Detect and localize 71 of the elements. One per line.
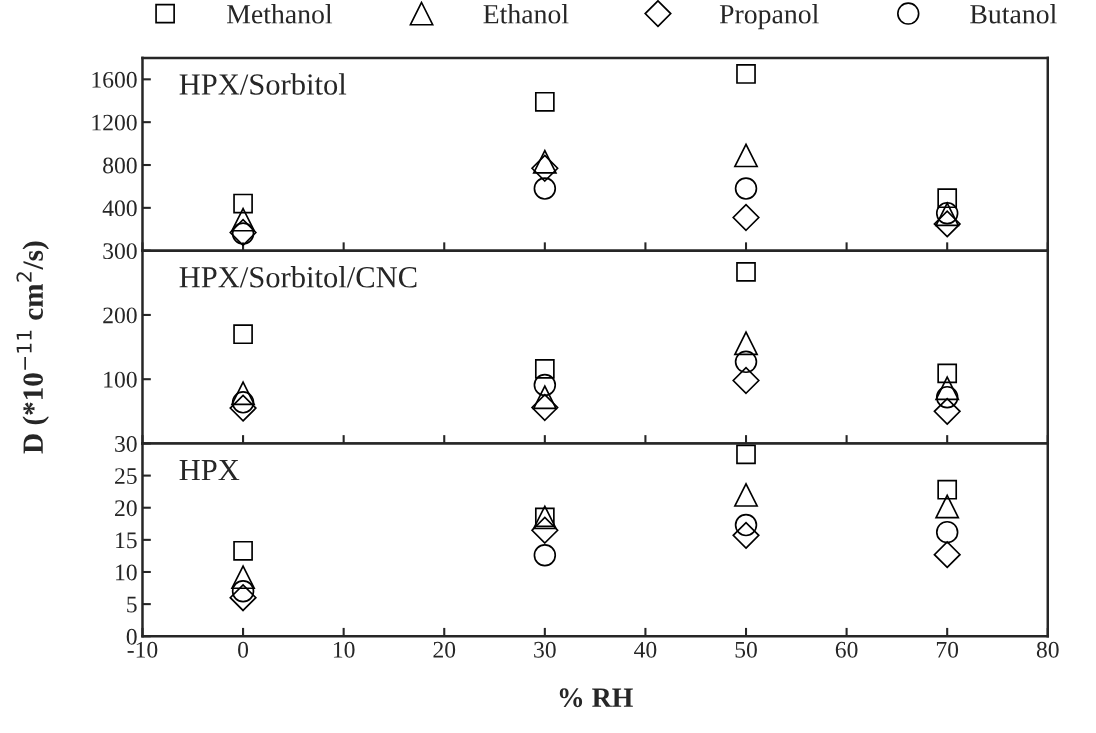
point	[935, 520, 959, 544]
point	[734, 482, 758, 507]
point	[534, 91, 555, 112]
x-tick-label: 80	[1036, 641, 1059, 658]
point	[229, 584, 257, 612]
y-tick-label: 10	[116, 564, 137, 581]
point	[935, 385, 959, 409]
point	[734, 331, 758, 356]
point	[229, 394, 257, 422]
y-tick-label: 1200	[92, 114, 137, 131]
point	[937, 188, 958, 209]
point	[533, 373, 557, 397]
point	[233, 540, 253, 561]
x-tick-label: 40	[634, 641, 657, 658]
point	[531, 154, 559, 182]
point	[734, 143, 758, 168]
annotation: HPX	[179, 460, 240, 481]
legend-label: Propanol	[719, 4, 819, 30]
point	[534, 359, 555, 379]
y-tick-label: 25	[115, 468, 137, 485]
y-tick-label: 15	[116, 532, 137, 549]
x-axis-title: % RH	[559, 688, 633, 708]
x-tick-label: 60	[835, 641, 858, 658]
point	[531, 393, 559, 422]
point	[231, 391, 255, 414]
point	[231, 207, 256, 232]
y-tick-label: 300	[103, 243, 137, 260]
x-tick-label: 30	[534, 641, 556, 658]
point	[933, 210, 961, 238]
point	[734, 350, 758, 374]
y-tick-label: 30	[115, 435, 137, 452]
y-tick-label: 20	[115, 500, 137, 517]
annotation: HPX/Sorbitol/CNC	[179, 266, 417, 288]
y-tick-label: 800	[103, 157, 137, 174]
x-tick-label: 0	[238, 641, 249, 658]
point	[732, 203, 760, 232]
point	[937, 363, 958, 384]
legend-label: Ethanol	[483, 4, 569, 24]
x-tick-label: 50	[735, 641, 757, 658]
point	[732, 521, 760, 549]
y-tick-label: 1600	[92, 71, 137, 88]
x-tick-label: 10	[333, 641, 355, 658]
point	[933, 397, 961, 425]
y-tick-label: 200	[103, 307, 137, 324]
point	[736, 262, 756, 282]
point	[531, 516, 559, 544]
legend-label: Butanol	[970, 4, 1057, 24]
point	[233, 193, 253, 214]
point	[933, 541, 961, 569]
point	[533, 177, 557, 200]
point	[736, 64, 756, 84]
point	[935, 376, 960, 401]
x-tick-label: 70	[936, 641, 959, 658]
point	[937, 479, 958, 500]
point	[233, 324, 253, 345]
point	[532, 385, 557, 410]
y-tick-label: 400	[102, 200, 137, 217]
point	[231, 381, 256, 406]
legend-label: Methanol	[227, 4, 333, 24]
x-tick-label: 20	[433, 641, 456, 658]
point	[935, 494, 960, 519]
point	[736, 444, 756, 465]
point	[734, 177, 758, 200]
point	[732, 366, 760, 395]
y-tick-label: 100	[104, 371, 137, 388]
point	[532, 149, 557, 174]
point	[533, 544, 557, 567]
annotation: HPX/Sorbitol	[179, 73, 347, 95]
point	[231, 565, 256, 590]
y-axis-title: D (*10$^{−11}$ cm$^{2}$/s)	[16, 241, 49, 454]
y-tick-label: 5	[127, 596, 137, 613]
